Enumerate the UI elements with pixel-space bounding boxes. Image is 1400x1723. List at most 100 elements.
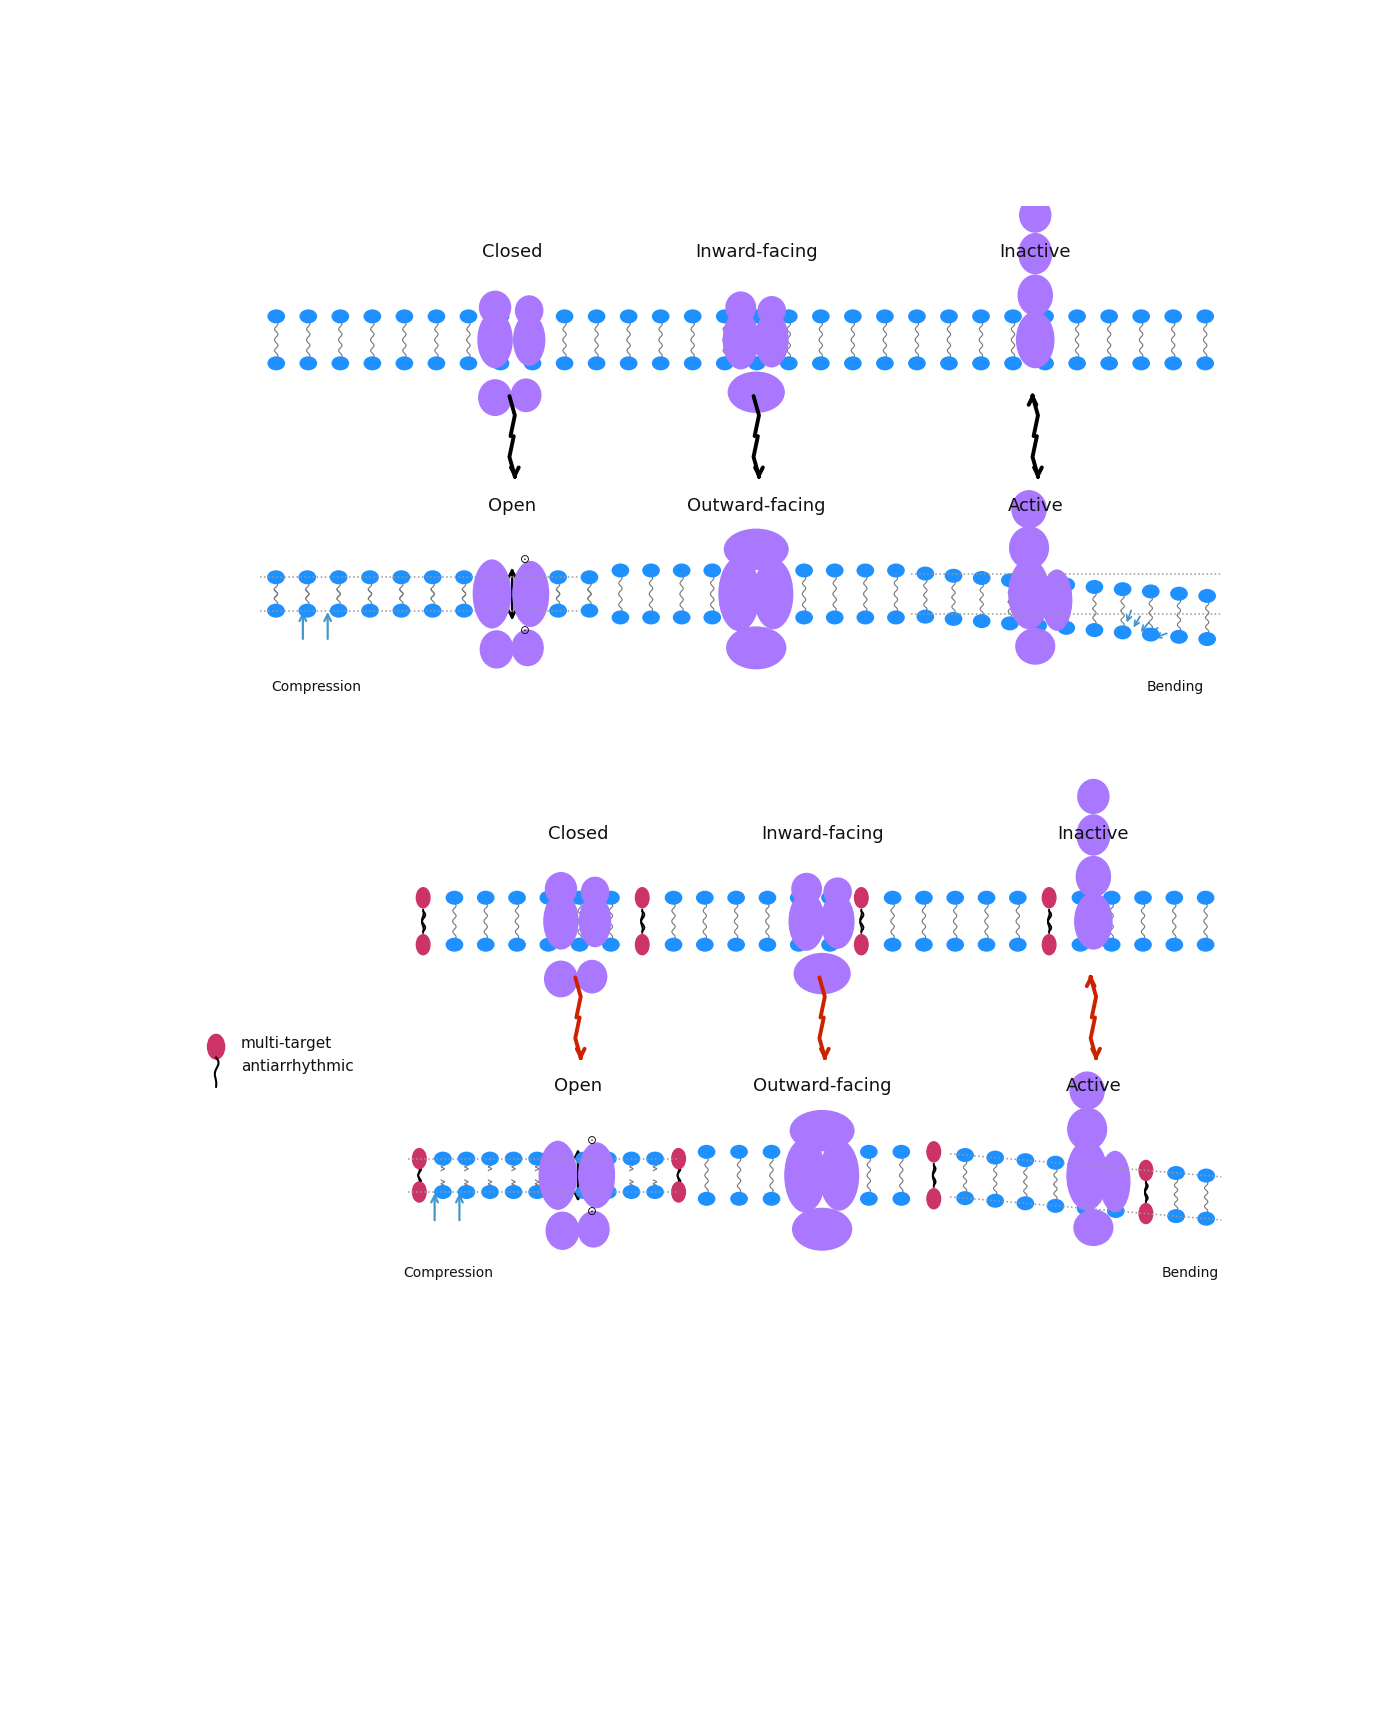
Ellipse shape [447,939,462,951]
Ellipse shape [987,1151,1004,1165]
Ellipse shape [1165,310,1182,324]
Ellipse shape [717,358,732,370]
Ellipse shape [893,1146,910,1158]
Ellipse shape [493,310,508,324]
Ellipse shape [1103,893,1120,905]
Ellipse shape [1197,310,1214,324]
Ellipse shape [580,896,610,948]
Ellipse shape [861,1192,876,1206]
Ellipse shape [643,612,659,624]
Ellipse shape [685,358,701,370]
Ellipse shape [588,358,605,370]
Ellipse shape [424,605,441,617]
Ellipse shape [1140,1204,1152,1223]
Ellipse shape [518,572,535,584]
Ellipse shape [493,358,508,370]
Ellipse shape [731,1146,748,1158]
Ellipse shape [361,572,378,584]
Ellipse shape [480,632,512,669]
Ellipse shape [909,310,925,324]
Ellipse shape [1170,588,1187,601]
Text: Inactive: Inactive [1000,243,1071,262]
Ellipse shape [876,310,893,324]
Ellipse shape [553,1185,568,1199]
Ellipse shape [697,893,713,905]
Ellipse shape [1005,310,1021,324]
Ellipse shape [672,1149,686,1168]
Ellipse shape [623,1153,640,1165]
Ellipse shape [826,612,843,624]
Ellipse shape [1070,1072,1105,1110]
Ellipse shape [364,310,381,324]
Ellipse shape [665,939,682,951]
Ellipse shape [727,627,785,669]
Ellipse shape [825,879,851,906]
Ellipse shape [330,572,347,584]
Ellipse shape [1107,1161,1124,1175]
Ellipse shape [505,1185,522,1199]
Ellipse shape [647,1153,664,1165]
Ellipse shape [857,565,874,577]
Ellipse shape [766,612,781,624]
Ellipse shape [1002,574,1018,588]
Ellipse shape [728,893,745,905]
Ellipse shape [857,612,874,624]
Ellipse shape [885,893,900,905]
Ellipse shape [791,1111,854,1151]
Ellipse shape [512,562,549,627]
Ellipse shape [556,310,573,324]
Ellipse shape [927,1142,941,1161]
Ellipse shape [435,1185,451,1199]
Ellipse shape [672,1182,686,1203]
Ellipse shape [1009,939,1026,951]
Ellipse shape [300,310,316,324]
Ellipse shape [1107,1204,1124,1218]
Ellipse shape [447,893,462,905]
Ellipse shape [927,1189,941,1210]
Ellipse shape [1168,1210,1184,1223]
Ellipse shape [525,310,540,324]
Ellipse shape [482,1185,498,1199]
Ellipse shape [1002,617,1018,631]
Ellipse shape [1058,579,1074,591]
Text: Bending: Bending [1162,1266,1219,1280]
Ellipse shape [571,893,588,905]
Ellipse shape [300,605,315,617]
Ellipse shape [458,1185,475,1199]
Text: Closed: Closed [482,243,542,262]
Ellipse shape [1070,358,1085,370]
Ellipse shape [854,936,868,955]
Ellipse shape [1018,276,1053,315]
Ellipse shape [704,565,721,577]
Ellipse shape [973,358,990,370]
Ellipse shape [599,1185,616,1199]
Ellipse shape [1142,629,1159,641]
Ellipse shape [941,310,958,324]
Ellipse shape [1058,622,1074,634]
Ellipse shape [545,961,577,998]
Text: antiarrhythmic: antiarrhythmic [241,1058,354,1073]
Ellipse shape [888,565,904,577]
Ellipse shape [300,572,315,584]
Ellipse shape [518,605,535,617]
Ellipse shape [556,358,573,370]
Ellipse shape [1009,560,1049,629]
Ellipse shape [854,887,868,908]
Ellipse shape [785,1139,825,1213]
Ellipse shape [893,1192,910,1206]
Ellipse shape [1019,200,1051,233]
Ellipse shape [620,358,637,370]
Ellipse shape [1037,310,1053,324]
Ellipse shape [717,310,732,324]
Ellipse shape [1142,586,1159,598]
Ellipse shape [720,558,759,631]
Ellipse shape [435,1153,451,1165]
Ellipse shape [207,1036,224,1060]
Ellipse shape [1198,591,1215,603]
Ellipse shape [685,310,701,324]
Ellipse shape [636,936,650,955]
Ellipse shape [413,1182,426,1203]
Text: Outward-facing: Outward-facing [753,1077,892,1094]
Ellipse shape [826,565,843,577]
Ellipse shape [844,358,861,370]
